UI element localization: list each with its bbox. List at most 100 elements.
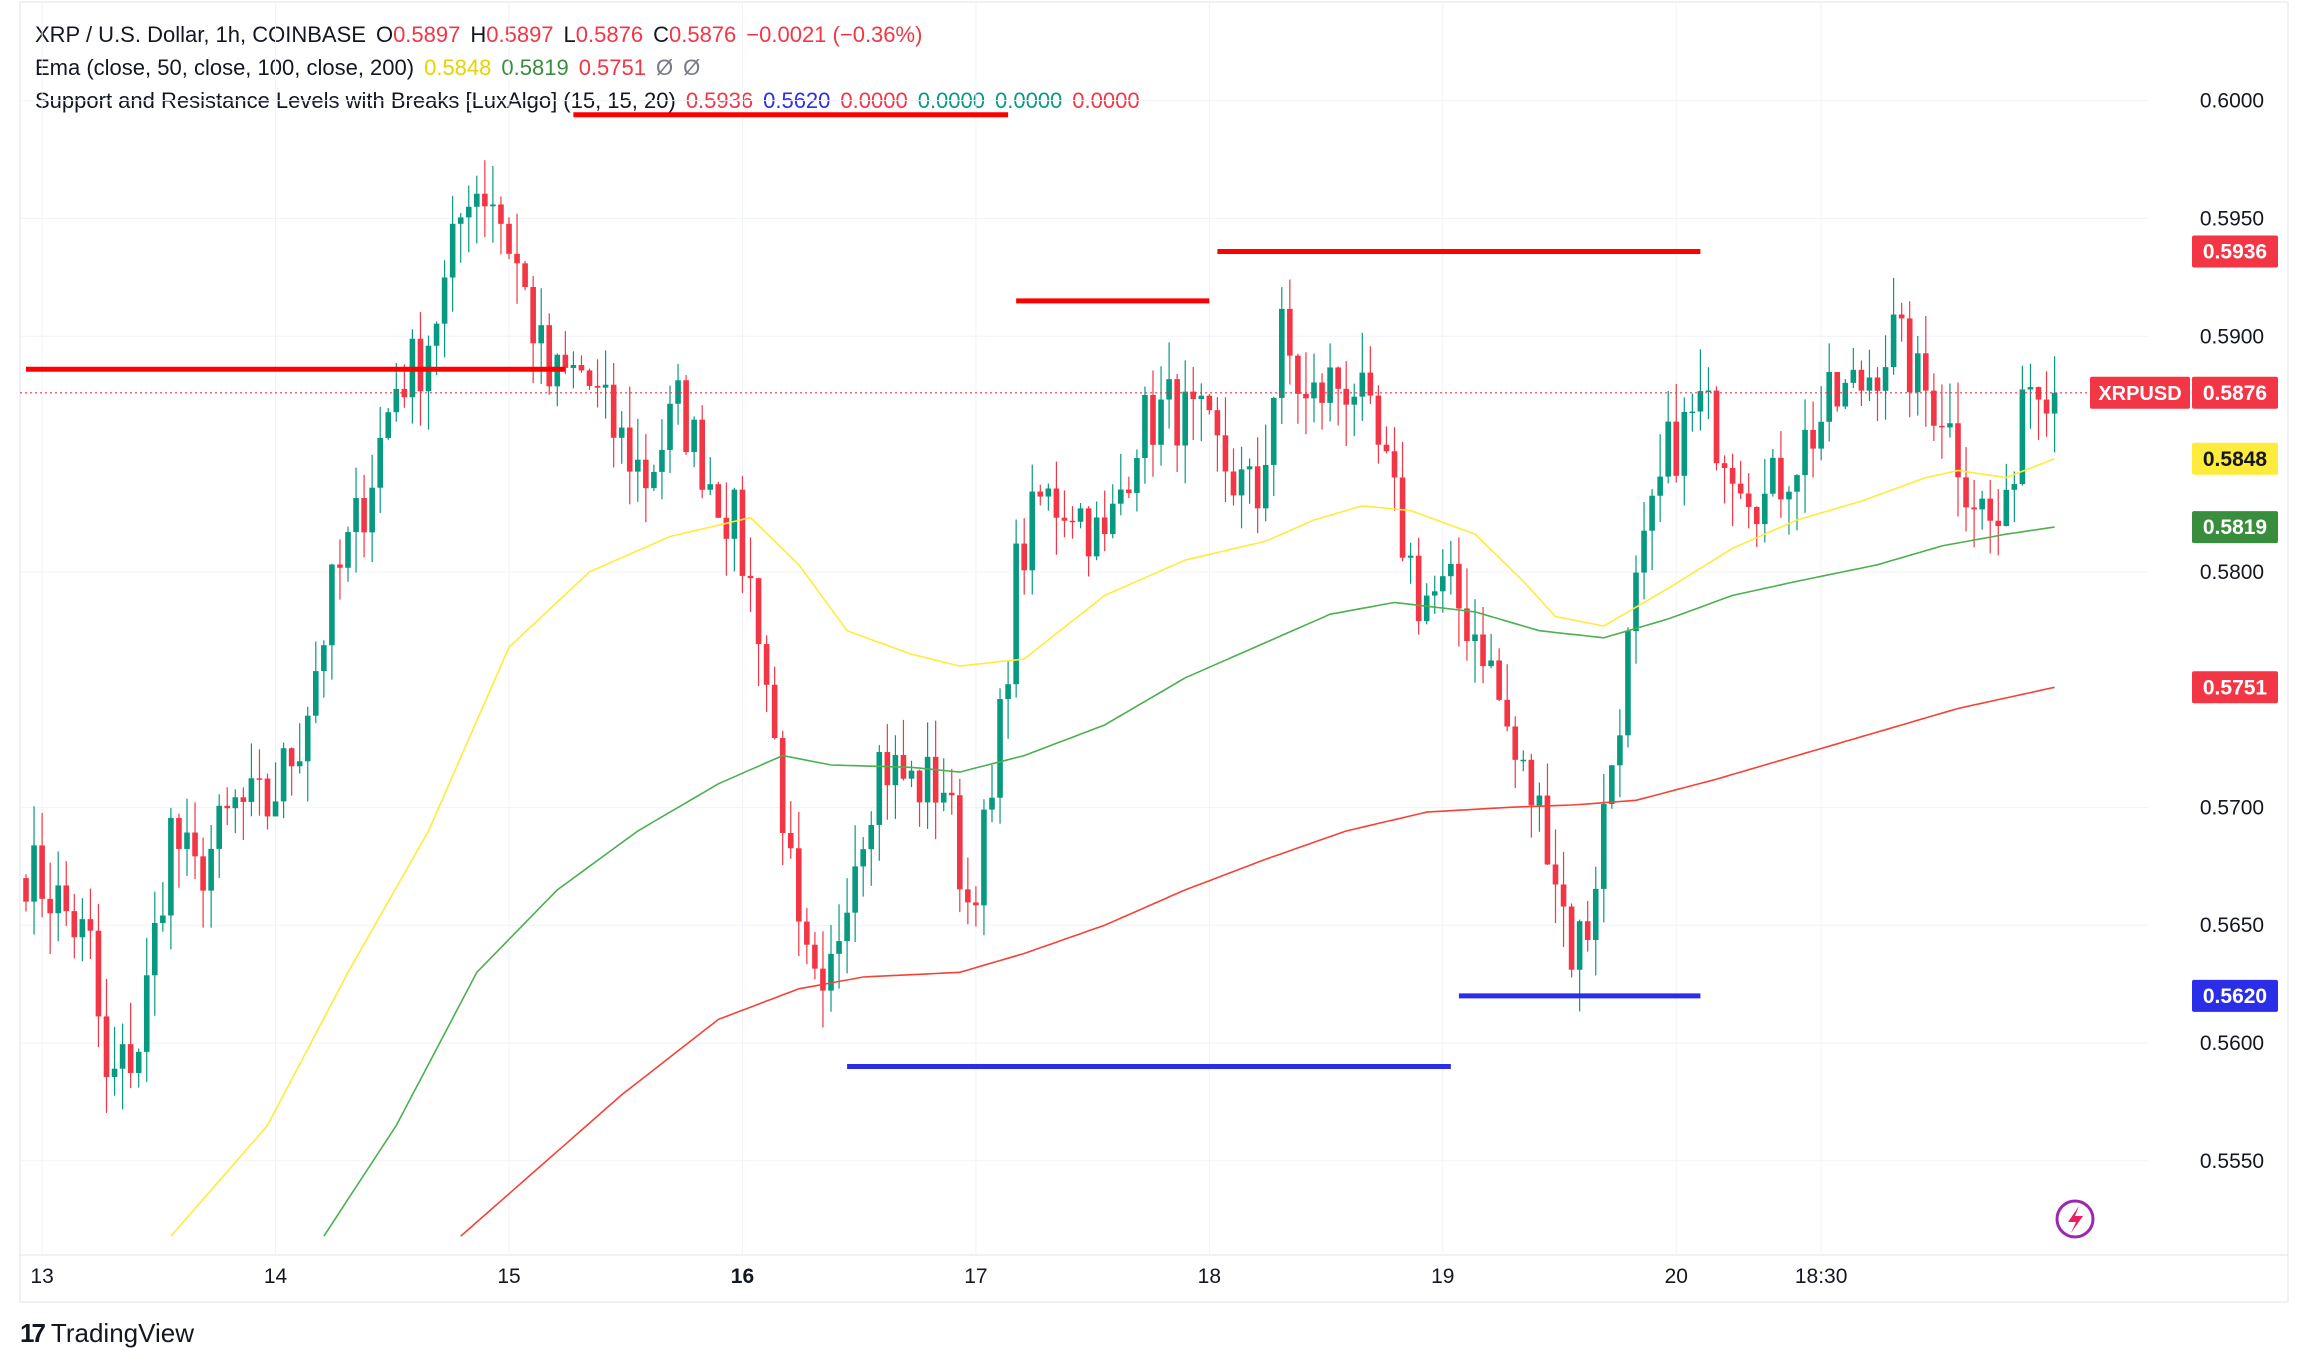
candle-body	[111, 1068, 118, 1078]
candle-body	[1279, 308, 1285, 398]
candle-body	[135, 1051, 142, 1073]
candle-body	[1802, 429, 1808, 476]
ema-line	[323, 526, 2055, 1237]
candle-body	[143, 975, 150, 1052]
symbol-title[interactable]: XRP / U.S. Dollar, 1h, COINBASE	[35, 22, 366, 47]
candle-body	[723, 517, 730, 539]
candle-body	[1126, 489, 1132, 493]
price-scale-label	[2192, 979, 2278, 1012]
candle-body	[2035, 387, 2042, 400]
candle-body	[1335, 367, 1341, 389]
candle-body	[1568, 906, 1575, 970]
candle-body	[1407, 555, 1414, 558]
price-tick-label: 0.5900	[2200, 325, 2264, 348]
candle-body	[1512, 726, 1519, 760]
candle-body	[272, 801, 279, 817]
price-change: −0.0021 (−0.36%)	[746, 22, 923, 47]
candle-body	[1939, 425, 1945, 428]
candle-body	[55, 885, 61, 914]
candle-body	[240, 797, 247, 802]
candle-body	[1134, 458, 1140, 493]
candle-body	[1327, 367, 1333, 403]
candle-body	[1150, 394, 1156, 445]
candle-body	[812, 944, 818, 969]
candle-body	[385, 412, 392, 438]
lightning-icon[interactable]	[2055, 1199, 2095, 1239]
candle-body	[95, 930, 102, 1017]
candle-body	[1005, 684, 1011, 700]
candle-body	[1520, 759, 1527, 762]
candle-body	[1359, 372, 1366, 397]
candle-body	[1536, 795, 1543, 806]
candle-body	[474, 193, 480, 207]
candle-body	[1729, 467, 1736, 484]
candle-body	[482, 193, 488, 207]
candle-body	[804, 921, 810, 945]
candle-body	[1592, 888, 1599, 940]
brand-name: TradingView	[50, 1318, 194, 1348]
candle-body	[152, 922, 158, 976]
tradingview-brand[interactable]: 17 TradingView	[20, 1318, 194, 1349]
candle-body	[586, 370, 593, 386]
candle-body	[860, 849, 866, 867]
candle-body	[1351, 396, 1358, 405]
candle-body	[465, 206, 472, 218]
candle-body	[1166, 379, 1172, 400]
symbol-tag-label	[2090, 376, 2190, 409]
candle-body	[1882, 367, 1889, 391]
candle-body	[361, 498, 367, 533]
candle-body	[1858, 369, 1865, 391]
candle-body	[313, 671, 319, 716]
candle-body	[635, 459, 641, 472]
candle-body	[1029, 491, 1036, 571]
chart-frame	[19, 1, 2289, 1303]
candle-body	[192, 832, 198, 857]
symbol-tag-text: XRPUSD	[2098, 383, 2181, 405]
price-scale-text: 0.5876	[2203, 382, 2267, 405]
candle-body	[852, 866, 858, 913]
candle-body	[1810, 429, 1816, 449]
candle-body	[1552, 864, 1559, 885]
candle-body	[651, 471, 657, 489]
candle-body	[1625, 631, 1631, 736]
candle-body	[208, 848, 214, 891]
candle-body	[1923, 353, 1929, 391]
candle-body	[1246, 466, 1253, 470]
price-tick-label: 0.5700	[2200, 796, 2264, 819]
price-tick-label: 0.5550	[2200, 1150, 2264, 1173]
candle-body	[1697, 391, 1704, 412]
ohlc-close: C0.5876	[653, 22, 737, 47]
candle-body	[1931, 390, 1937, 426]
candle-body	[506, 223, 512, 254]
candle-body	[248, 778, 255, 802]
candle-body	[1649, 495, 1655, 531]
ema-title[interactable]: Ema (close, 50, close, 100, close, 200)	[35, 55, 415, 80]
candle-body	[1633, 572, 1639, 632]
candle-body	[87, 919, 94, 931]
candle-body	[948, 792, 955, 796]
price-scale-label	[2192, 376, 2278, 409]
price-scale-label	[2192, 511, 2278, 544]
candle-body	[618, 427, 625, 438]
price-tick-label: 0.5800	[2200, 561, 2264, 584]
candle-body	[683, 380, 689, 453]
candle-body	[1109, 503, 1116, 535]
candle-body	[530, 286, 536, 344]
price-scale-label	[2192, 671, 2278, 704]
candle-body	[1174, 379, 1180, 446]
candle-body	[763, 644, 770, 685]
candle-body	[1906, 318, 1913, 393]
candle-body	[691, 419, 697, 453]
candle-body	[820, 968, 826, 991]
candle-body	[449, 223, 456, 278]
candle-body	[1456, 563, 1462, 609]
candle-body	[264, 778, 271, 817]
candle-body	[667, 403, 673, 450]
candle-body	[1770, 457, 1776, 494]
candle-body	[23, 878, 29, 902]
candle-body	[232, 797, 239, 809]
candle-body	[1077, 508, 1084, 522]
candle-body	[1158, 399, 1164, 445]
candle-body	[626, 427, 633, 472]
